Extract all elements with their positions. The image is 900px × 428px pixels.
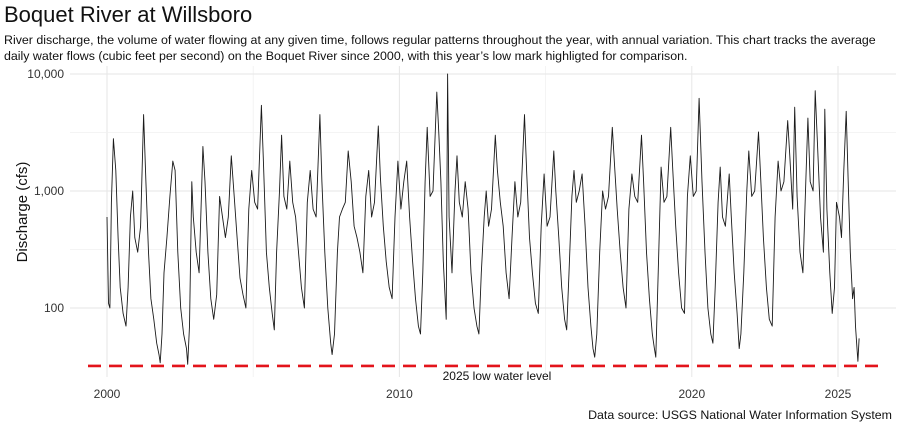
chart-subtitle: River discharge, the volume of water flo… xyxy=(4,33,876,63)
grid xyxy=(70,66,896,377)
reference-line-label: 2025 low water level xyxy=(443,369,552,383)
x-tick-label: 2020 xyxy=(678,387,705,401)
y-tick-label: 1,000 xyxy=(34,184,64,198)
y-axis-label: Discharge (cfs) xyxy=(14,162,31,263)
y-tick-label: 100 xyxy=(44,301,64,315)
y-tick-label: 10,000 xyxy=(27,67,64,81)
discharge-line xyxy=(106,73,860,365)
x-tick-label: 2000 xyxy=(94,387,121,401)
axes: 100 1,000 10,000 2000 2010 2020 2025 xyxy=(27,67,851,401)
data-source-caption: Data source: USGS National Water Informa… xyxy=(588,408,892,422)
chart-title: Boquet River at Willsboro xyxy=(4,2,253,27)
x-tick-label: 2010 xyxy=(386,387,413,401)
x-tick-label: 2025 xyxy=(825,387,852,401)
series-group xyxy=(106,73,860,365)
